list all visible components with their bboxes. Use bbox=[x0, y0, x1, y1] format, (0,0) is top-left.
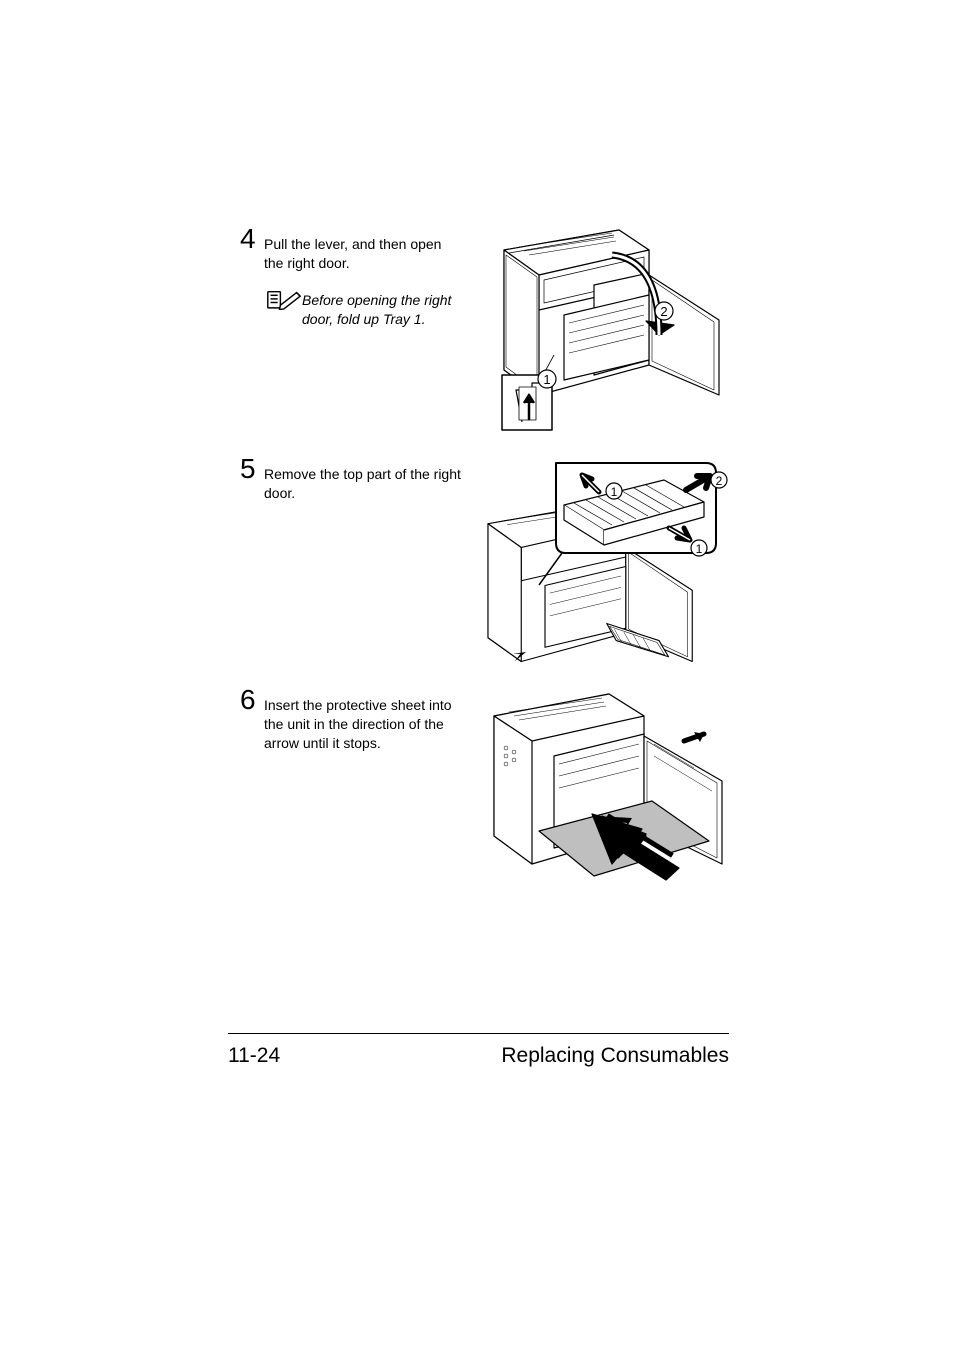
footer: 11-24 Replacing Consumables bbox=[228, 1044, 729, 1068]
svg-text:2: 2 bbox=[660, 304, 667, 319]
figure-step6 bbox=[484, 686, 729, 899]
svg-text:1: 1 bbox=[543, 372, 550, 387]
step-text: Remove the top part of the right door. bbox=[264, 455, 464, 503]
step-number: 4 bbox=[240, 225, 264, 253]
footer-rule bbox=[228, 1033, 729, 1034]
note-icon bbox=[266, 289, 302, 316]
step-4-note: Before opening the right door, fold up T… bbox=[266, 289, 476, 329]
step-text: Insert the protective sheet into the uni… bbox=[264, 686, 464, 753]
section-title: Replacing Consumables bbox=[501, 1044, 729, 1068]
svg-text:1: 1 bbox=[696, 542, 703, 556]
step-text: Pull the lever, and then open the right … bbox=[264, 225, 464, 273]
svg-text:2: 2 bbox=[716, 474, 723, 488]
step-number: 6 bbox=[240, 686, 264, 714]
page: 4 Pull the lever, and then open the righ… bbox=[0, 0, 954, 1350]
step-number: 5 bbox=[240, 455, 264, 483]
svg-text:1: 1 bbox=[611, 485, 618, 499]
figure-step4: 1 2 bbox=[484, 225, 729, 438]
page-number: 11-24 bbox=[228, 1044, 280, 1068]
note-text: Before opening the right door, fold up T… bbox=[302, 289, 476, 329]
figure-step5: 1 2 1 bbox=[484, 455, 729, 668]
